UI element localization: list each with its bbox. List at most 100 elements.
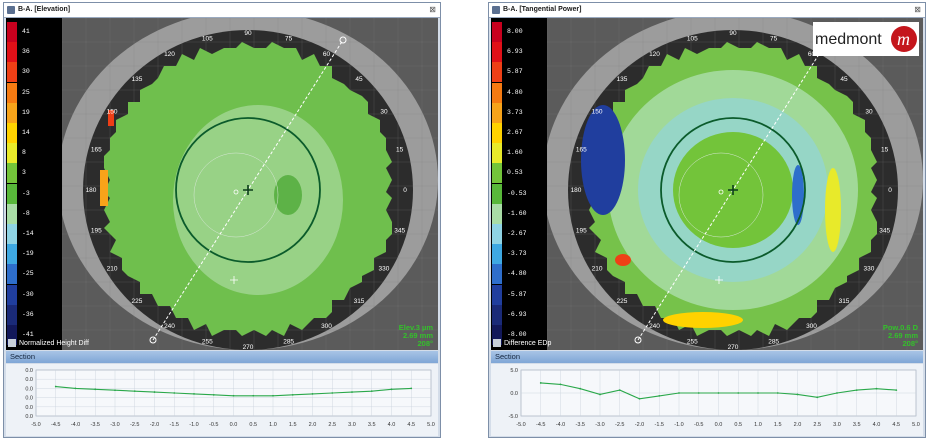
scale-swatch: [492, 163, 502, 184]
scale-label: -36: [22, 310, 34, 318]
scale-swatch: [7, 82, 17, 103]
section-data-point: [232, 394, 235, 397]
x-tick-label: -2.0: [150, 422, 159, 428]
angle-label: 240: [164, 323, 175, 330]
x-tick-label: 2.0: [794, 422, 802, 428]
angle-label: 45: [840, 76, 848, 83]
angle-label: 45: [355, 76, 363, 83]
section-data-point: [559, 383, 562, 386]
scale-swatch: [492, 143, 502, 164]
x-tick-label: -5.0: [516, 422, 525, 428]
angle-label: 315: [839, 298, 850, 305]
angle-label: 120: [649, 51, 660, 58]
reference-circle: [193, 152, 279, 238]
map-type-selector[interactable]: Normalized Height Diff: [6, 338, 89, 350]
power-map-canvas[interactable]: 9075604530150345330315300285270255240225…: [547, 18, 923, 350]
scale-label: 8.00: [507, 28, 523, 35]
angle-label: 150: [107, 109, 118, 116]
scale-label: -8.00: [507, 331, 527, 338]
scale-label: -4.80: [507, 270, 527, 278]
section-data-point: [737, 392, 740, 394]
angle-label: 330: [379, 266, 390, 273]
scale-swatch: [492, 62, 502, 83]
section-data-point: [776, 392, 779, 394]
section-data-point: [875, 387, 878, 390]
angle-label: 195: [91, 228, 102, 235]
topography-map[interactable]: 41 36 30 25 19 14 8 3 -3 -8 -14 -19 -25 -30 -36 -41 90 7…: [6, 18, 438, 350]
scale-swatch: [7, 264, 17, 285]
section-data-point: [658, 394, 661, 397]
scale-swatch: [492, 304, 502, 325]
angle-label: 300: [806, 323, 817, 330]
map-zone-steep: [581, 105, 625, 215]
scale-label: 1.60: [507, 149, 523, 157]
y-tick-label: 0.0: [25, 405, 33, 411]
map-type-selector[interactable]: Difference EDp: [491, 338, 551, 350]
section-data-point: [836, 392, 838, 394]
x-tick-label: -2.5: [615, 422, 624, 428]
section-data-point: [74, 387, 77, 390]
scale-label: 41: [22, 28, 30, 35]
map-zone-steep: [792, 165, 804, 225]
x-tick-label: -0.5: [209, 422, 218, 428]
panel-title: B-A. [Tangential Power]: [503, 6, 582, 13]
scale-label: 8: [22, 149, 26, 157]
scale-swatch: [7, 325, 17, 345]
section-data-point: [697, 392, 700, 394]
elevation-map-canvas[interactable]: 9075604530150345330315300285270255240225…: [62, 18, 438, 350]
x-tick-label: -4.5: [536, 422, 545, 428]
readout-distance: 2.69 mm: [402, 331, 433, 340]
section-data-point: [252, 394, 255, 397]
section-header: Section: [491, 351, 923, 363]
angle-label: 30: [380, 109, 388, 116]
cursor-readout: Pow.0.6 D 2.69 mm 208°: [883, 324, 918, 348]
angle-label: 345: [879, 228, 890, 235]
dropdown-icon[interactable]: [493, 339, 501, 348]
y-tick-label: 0.0: [25, 396, 33, 402]
x-tick-label: 3.5: [368, 422, 376, 428]
tangential-power-panel: B-A. [Tangential Power] ⊠ 8.00 6.93 5.87 4.…: [488, 2, 926, 438]
scale-label: 3: [22, 169, 26, 177]
section-data-point: [133, 390, 136, 393]
window-icon: [7, 6, 15, 14]
angle-label: 0: [403, 187, 407, 194]
window-icon: [492, 6, 500, 14]
close-icon[interactable]: ⊠: [914, 5, 921, 14]
section-chart: -5.0 -4.5 -4.0 -3.5 -3.0 -2.5 -2.0 -1.5 -1.0 -0.5…: [25, 368, 435, 428]
elevation-panel: B-A. [Elevation] ⊠ 41 36 30 25 19 14 8 3 -3 -8 -14…: [3, 2, 441, 438]
angle-label: 330: [864, 266, 875, 273]
x-tick-label: -4.5: [51, 422, 60, 428]
y-tick-label: 0.0: [25, 368, 33, 374]
scale-label: -25: [22, 270, 34, 278]
angle-label: 285: [768, 339, 779, 346]
x-tick-label: 5.0: [427, 422, 435, 428]
dropdown-icon[interactable]: [8, 339, 16, 348]
angle-label: 210: [592, 266, 603, 273]
close-icon[interactable]: ⊠: [429, 5, 436, 14]
map-zone-light: [173, 105, 343, 295]
scale-label: -0.53: [507, 189, 527, 197]
y-tick-label: 0.0: [25, 414, 33, 420]
logo-text: medmont: [815, 31, 882, 48]
topography-map[interactable]: 8.00 6.93 5.87 4.80 3.73 2.67 1.60 0.53 -0.53 -1.…: [491, 18, 923, 350]
angle-label: 0: [888, 187, 892, 194]
x-tick-label: 3.5: [853, 422, 861, 428]
scale-label: -3.73: [507, 250, 527, 258]
angle-label: 60: [808, 51, 816, 58]
x-tick-label: 3.0: [348, 422, 356, 428]
angle-label: 195: [576, 228, 587, 235]
scale-label: -41: [22, 331, 34, 338]
scale-swatch: [492, 224, 502, 244]
scale-swatch: [492, 123, 502, 143]
section-plot: -5.0 -4.5 -4.0 -3.5 -3.0 -2.5 -2.0 -1.5 -1.0 -0.5…: [6, 364, 438, 436]
reference-circle: [678, 152, 764, 238]
x-tick-label: -3.0: [110, 422, 119, 428]
x-tick-label: -1.0: [189, 422, 198, 428]
angle-label: 165: [576, 146, 587, 153]
angle-label: 135: [617, 76, 628, 83]
section-data-point: [370, 390, 373, 393]
section-data-point: [855, 389, 858, 392]
x-tick-label: -1.5: [655, 422, 664, 428]
readout-angle: 208°: [902, 339, 918, 348]
scale-label: -8: [22, 209, 30, 217]
